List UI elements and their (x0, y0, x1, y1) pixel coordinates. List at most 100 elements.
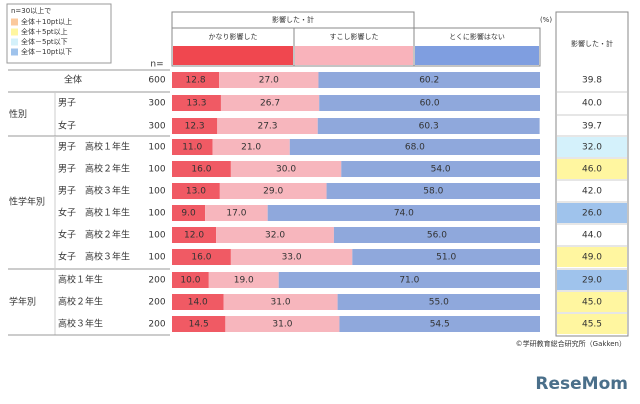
value-label: 74.0 (394, 209, 414, 219)
header-strip (295, 46, 413, 65)
total-value: 39.8 (582, 76, 602, 86)
legend-label: 全体＋10pt以上 (21, 17, 72, 26)
value-label: 9.0 (181, 209, 196, 219)
legend-swatch (11, 38, 18, 46)
n-value: 200 (148, 298, 165, 308)
total-highlight (557, 137, 627, 157)
n-value: 100 (148, 143, 165, 153)
bar-segment (217, 118, 318, 134)
bar-segment (352, 249, 540, 265)
total-value: 44.0 (582, 231, 602, 241)
value-label: 60.0 (420, 99, 440, 109)
n-value: 200 (148, 320, 165, 330)
total-value: 46.0 (582, 165, 602, 175)
legend-label: 全体－5pt以下 (21, 37, 68, 46)
row-label: 女子 高校２年生 (58, 229, 130, 241)
value-label: 51.0 (436, 253, 456, 263)
value-label: 12.8 (186, 76, 206, 86)
value-label: 32.0 (265, 231, 285, 241)
value-label: 54.0 (431, 165, 451, 175)
value-label: 17.0 (226, 209, 246, 219)
bar-segment (220, 95, 320, 111)
bar-segment (339, 316, 540, 332)
value-label: 27.3 (257, 122, 277, 132)
value-label: 14.0 (188, 298, 208, 308)
total-value: 40.0 (582, 99, 602, 109)
total-highlight (557, 270, 627, 290)
value-label: 29.0 (263, 187, 283, 197)
bar-segment (219, 183, 327, 199)
row-label: 男子 高校３年生 (58, 185, 130, 197)
n-label: n= (150, 60, 163, 70)
bar-segment (223, 294, 338, 310)
bar-segment (205, 205, 268, 221)
bar-segment (172, 316, 226, 332)
bar-segment (326, 183, 540, 199)
total-highlight (557, 203, 627, 223)
group-label: 学年別 (9, 296, 36, 308)
legend-label: 全体＋5pt以上 (21, 27, 68, 36)
bar-segment (289, 139, 540, 155)
bar-segment (319, 95, 540, 111)
bar-segment (318, 72, 540, 88)
value-label: 71.0 (399, 276, 419, 286)
legend-swatch (11, 48, 18, 56)
total-value: 45.0 (582, 298, 602, 308)
value-label: 12.0 (184, 231, 204, 241)
source: ©学研教育総合研究所（Gakken） (516, 339, 626, 348)
value-label: 55.0 (429, 298, 449, 308)
row-label: 高校２年生 (58, 296, 103, 308)
value-label: 10.0 (180, 276, 200, 286)
row-label: 高校３年生 (58, 318, 103, 330)
bar-segment (172, 205, 206, 221)
bar-segment (172, 95, 221, 111)
bar-segment (172, 227, 217, 243)
total-highlight (557, 247, 627, 267)
total-highlight (557, 292, 627, 312)
value-label: 31.0 (271, 298, 291, 308)
bar-segment (172, 139, 213, 155)
n-value: 600 (148, 76, 165, 86)
n-value: 100 (148, 165, 165, 175)
value-label: 60.3 (419, 122, 439, 132)
value-label: 16.0 (191, 165, 211, 175)
value-label: 21.0 (241, 143, 261, 153)
value-label: 26.7 (260, 99, 280, 109)
bar-segment (172, 249, 231, 265)
bar-segment (337, 294, 540, 310)
value-label: 60.2 (419, 76, 439, 86)
row-label: 女子 高校３年生 (58, 251, 130, 263)
bar-segment (230, 161, 342, 177)
total-value: 45.5 (582, 320, 602, 330)
bar-segment (172, 183, 220, 199)
bar-segment (208, 272, 279, 288)
unit: (%) (540, 16, 552, 24)
total-highlight (557, 314, 627, 334)
value-label: 13.3 (186, 99, 206, 109)
total-value: 26.0 (582, 209, 602, 219)
header-strip (173, 46, 293, 65)
value-label: 27.0 (259, 76, 279, 86)
row-label: 男子 高校１年生 (58, 141, 130, 153)
bar-segment (230, 249, 353, 265)
n-value: 300 (148, 122, 165, 132)
total-value: 42.0 (582, 187, 602, 197)
value-label: 11.0 (182, 143, 202, 153)
value-label: 19.0 (234, 276, 254, 286)
value-label: 68.0 (405, 143, 425, 153)
total-value: 32.0 (582, 143, 602, 153)
bar-segment (267, 205, 540, 221)
total-value: 29.0 (582, 276, 602, 286)
value-label: 13.0 (186, 187, 206, 197)
legend-label: とくに影響はない (449, 32, 505, 41)
legend-swatch (11, 28, 18, 36)
legend-swatch (11, 18, 18, 26)
bar-segment (219, 72, 319, 88)
bar-segment (278, 272, 540, 288)
bar-segment (225, 316, 340, 332)
header-span: 影響した・計 (272, 15, 314, 24)
bar-segment (341, 161, 540, 177)
total-highlight (557, 159, 627, 179)
n-value: 200 (148, 276, 165, 286)
